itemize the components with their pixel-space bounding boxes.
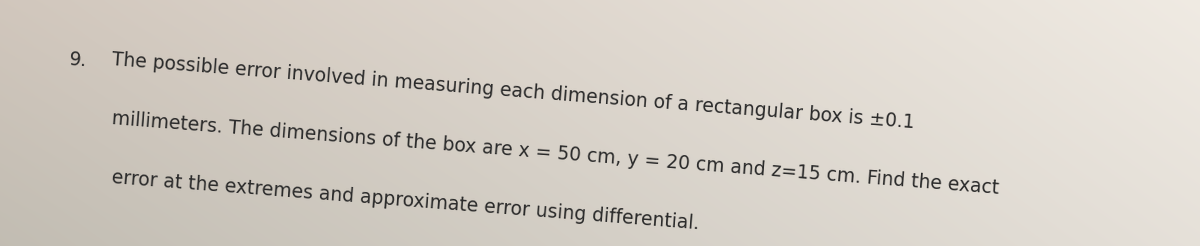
Text: The possible error involved in measuring each dimension of a rectangular box is : The possible error involved in measuring… <box>110 50 916 132</box>
Text: millimeters. The dimensions of the box are x = 50 cm, y = 20 cm and z=15 cm. Fin: millimeters. The dimensions of the box a… <box>110 109 1000 197</box>
Text: error at the extremes and approximate error using differential.: error at the extremes and approximate er… <box>110 168 700 233</box>
Text: 9.: 9. <box>68 50 88 70</box>
